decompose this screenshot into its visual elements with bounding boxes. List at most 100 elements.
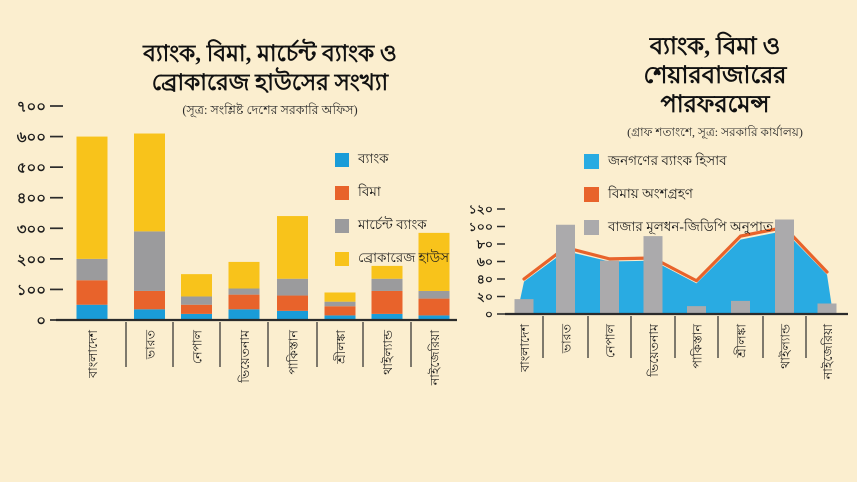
left-chart-title: ব্যাংক, বিমা, মার্চেন্ট ব্যাংক ও ব্রোকার… — [60, 40, 480, 98]
stacked-bar-segment — [324, 306, 356, 316]
marketcap-bar — [600, 260, 619, 314]
marketcap-bar — [643, 236, 663, 314]
stacked-bar-segment — [76, 258, 108, 281]
legend-item: বিমায় অংশগ্রহণ — [584, 183, 773, 206]
left-y-tick-label: ১০০ — [17, 283, 46, 299]
legend-label: মার্চেন্ট ব্যাংক — [358, 217, 427, 232]
left-y-tick-label: ৫০০ — [17, 161, 46, 177]
legend-label: জনগণের ব্যাংক হিসাব — [608, 153, 727, 168]
stacked-bar-segment — [134, 133, 165, 232]
legend-label: ব্রোকারেজ হাউস — [358, 250, 450, 265]
right-y-tick-label: ৮০ — [476, 238, 493, 252]
legend-swatch — [335, 218, 349, 233]
left-category-label: থাইল্যান্ড — [380, 329, 395, 375]
stacked-bar-segment — [181, 296, 212, 305]
stacked-bar-segment — [76, 280, 108, 305]
right-y-tick-label: ৬০ — [477, 255, 493, 269]
stacked-bar-segment — [181, 304, 212, 314]
right-chart-title: ব্যাংক, বিমা ও শেয়ারবাজারের পারফরমেন্স — [555, 33, 857, 119]
stacked-bar-segment — [277, 295, 308, 311]
stacked-bar-segment — [228, 294, 260, 310]
left-category-label: শ্রীলঙ্কা — [333, 330, 348, 365]
legend-item: ব্রোকারেজ হাউস — [335, 247, 449, 270]
legend-swatch — [584, 154, 599, 169]
right-category-label: পাকিস্তান — [690, 323, 705, 368]
marketcap-bar — [514, 299, 534, 314]
right-category-label: বাংলাদেশ — [518, 323, 532, 372]
stacked-bar-segment — [324, 301, 356, 307]
right-y-tick-label: ১০০ — [469, 220, 493, 234]
stacked-bar-segment — [371, 265, 403, 279]
right-y-tick-label: ১২০ — [469, 203, 493, 217]
legend-item: জনগণের ব্যাংক হিসাব — [584, 150, 773, 173]
stacked-bar-segment — [134, 231, 165, 291]
right-category-label: নাইজেরিয়া — [820, 324, 835, 381]
stacked-bar-segment — [76, 136, 108, 259]
stacked-bar-segment — [371, 313, 403, 320]
stacked-bar-segment — [277, 310, 308, 320]
stacked-bar-segment — [371, 278, 403, 291]
stacked-bar-segment — [324, 315, 356, 320]
stacked-bar-segment — [228, 261, 260, 289]
stacked-bar-segment — [418, 298, 450, 316]
stacked-bar-segment — [228, 309, 260, 320]
stacked-bar-segment — [418, 315, 450, 320]
left-category-label: ভারত — [144, 329, 158, 360]
left-chart-legend: ব্যাংক বিমা মার্চেন্ট ব্যাংক ব্রোকারেজ হাউস — [335, 148, 449, 280]
legend-label: বিমা — [358, 184, 381, 199]
legend-item: বাজার মূলধন-জিডিপি অনুপাত — [584, 216, 773, 239]
legend-label: বিমায় অংশগ্রহণ — [608, 186, 693, 201]
legend-label: ব্যাংক — [358, 151, 389, 166]
marketcap-bar — [775, 219, 794, 314]
right-chart-title-line2: শেয়ারবাজারের — [643, 62, 787, 89]
stacked-bar-segment — [277, 216, 308, 279]
left-y-tick-label: ৭০০ — [17, 100, 46, 116]
stacked-bar-segment — [181, 274, 212, 297]
stacked-bar-segment — [228, 288, 260, 295]
left-y-tick-label: ৩০০ — [17, 222, 46, 238]
legend-swatch — [584, 187, 599, 202]
left-y-tick-label: ৪০০ — [17, 191, 46, 207]
legend-item: ব্যাংক — [335, 148, 449, 171]
left-y-tick-label: ৬০০ — [17, 130, 46, 146]
right-y-tick-label: ২০ — [477, 290, 493, 304]
stacked-bar-segment — [181, 313, 212, 320]
left-category-label: ভিয়েতনাম — [237, 329, 252, 384]
right-chart-subtitle: (গ্রাফ শতাংশে, সূত্র: সরকারি কার্যালয়) — [627, 125, 803, 139]
marketcap-bar — [556, 224, 575, 314]
right-category-label: শ্রীলঙ্কা — [734, 324, 749, 359]
right-chart-legend: জনগণের ব্যাংক হিসাব বিমায় অংশগ্রহণ বাজার … — [584, 150, 773, 249]
left-y-tick-label: ০ — [36, 314, 46, 330]
legend-swatch — [335, 185, 349, 200]
left-chart-title-line1: ব্যাংক, বিমা, মার্চেন্ট ব্যাংক ও — [143, 41, 397, 66]
stacked-bar-segment — [418, 232, 450, 291]
stacked-bar-segment — [418, 290, 450, 299]
right-chart-title-line3: পারফরমেন্স — [660, 91, 770, 118]
legend-swatch — [584, 220, 599, 235]
stacked-bar-segment — [277, 278, 308, 296]
legend-item: বিমা — [335, 181, 449, 204]
left-y-tick-label: ২০০ — [17, 252, 46, 268]
stacked-bar-segment — [324, 292, 356, 302]
right-chart-title-line1: ব্যাংক, বিমা ও — [649, 34, 781, 60]
stacked-bar-segment — [134, 309, 165, 320]
right-category-label: নেপাল — [604, 323, 618, 358]
right-y-tick-label: ০ — [485, 308, 493, 322]
right-category-label: ভিয়েতনাম — [646, 323, 661, 378]
right-category-label: থাইল্যান্ড — [778, 323, 793, 369]
stacked-bar-segment — [371, 290, 403, 314]
right-category-label: ভারত — [560, 323, 574, 354]
legend-swatch — [335, 152, 349, 167]
legend-label: বাজার মূলধন-জিডিপি অনুপাত — [608, 219, 773, 234]
legend-swatch — [335, 251, 349, 266]
left-category-label: পাকিস্তান — [286, 329, 301, 374]
stacked-bar-segment — [76, 304, 108, 320]
left-chart-subtitle: (সূত্র: সংশ্লিষ্ট দেশের সরকারি অফিস) — [182, 103, 358, 117]
left-category-label: নেপাল — [191, 329, 205, 364]
legend-item: মার্চেন্ট ব্যাংক — [335, 214, 449, 237]
marketcap-bar — [731, 300, 750, 314]
marketcap-bar — [817, 303, 837, 314]
left-chart-title-line2: ব্রোকারেজ হাউসের সংখ্যা — [151, 69, 389, 95]
